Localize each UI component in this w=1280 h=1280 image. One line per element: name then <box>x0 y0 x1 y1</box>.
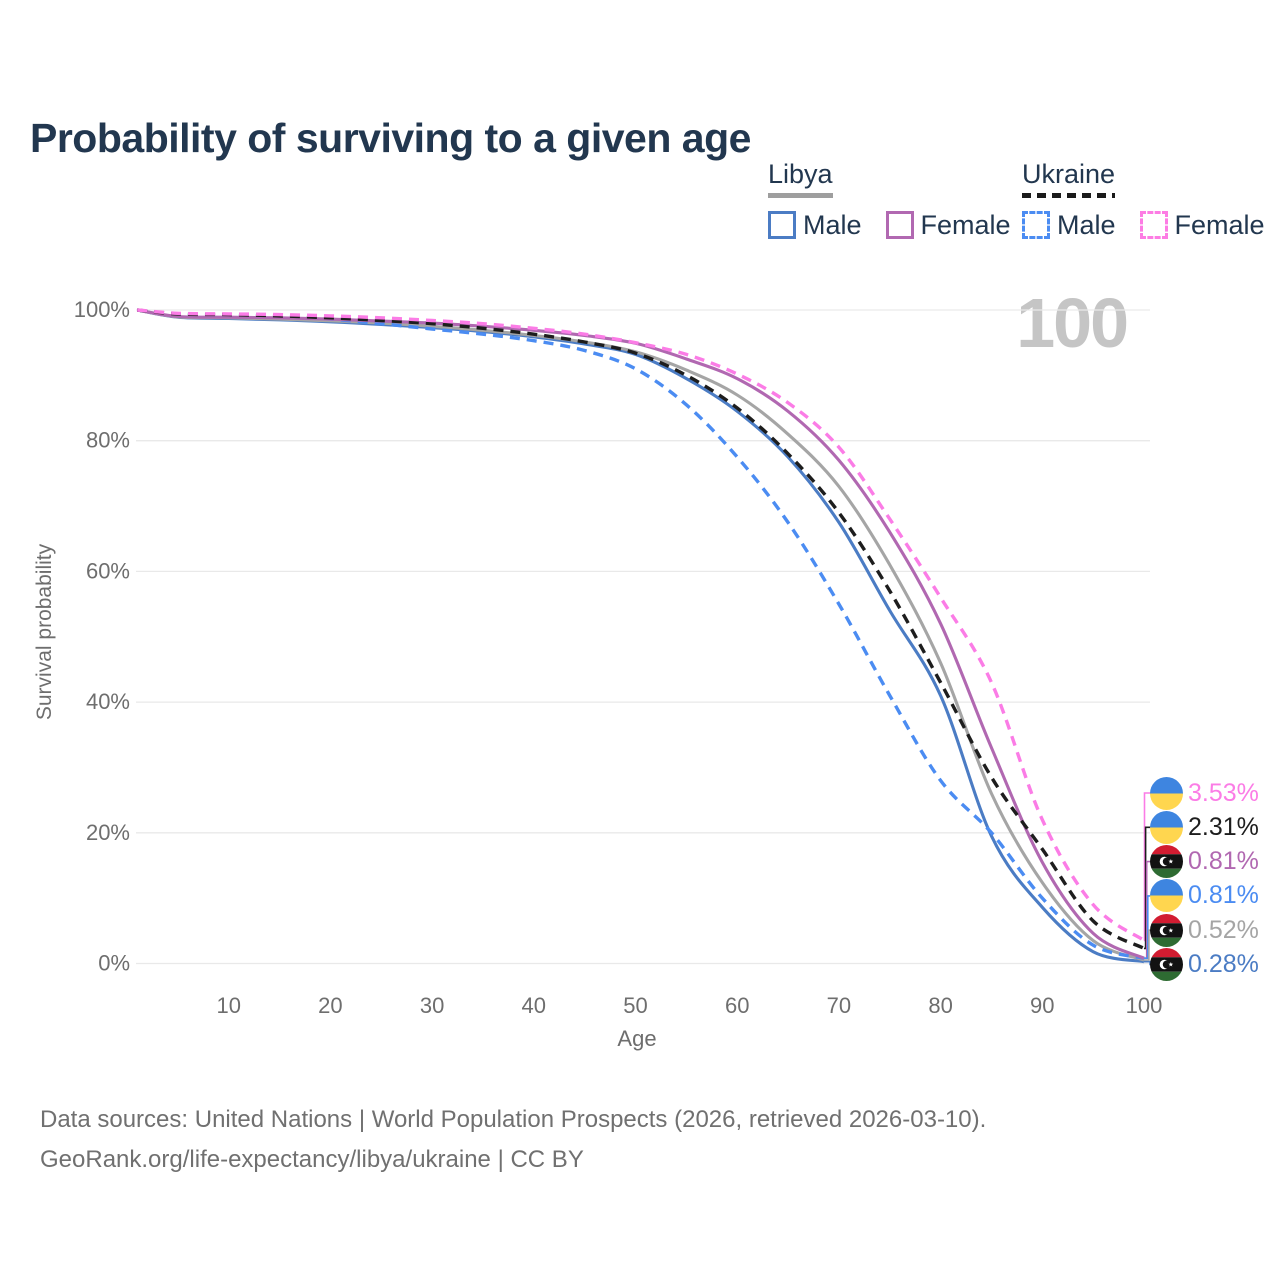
libya-male-checkbox[interactable] <box>768 211 796 240</box>
legend-item-libya-female[interactable]: Female <box>885 209 1011 241</box>
x-tick-label: 50 <box>623 993 647 1018</box>
y-tick-label: 0% <box>98 951 130 976</box>
end-label-connectors <box>1143 792 1151 966</box>
x-tick-label: 40 <box>522 993 546 1018</box>
footer-sources: Data sources: United Nations | World Pop… <box>40 1106 987 1133</box>
legend: Libya Male Female Ukraine <box>0 159 1280 250</box>
x-tick-label: 60 <box>725 993 749 1018</box>
x-tick-label: 80 <box>928 993 952 1018</box>
footer-attribution: GeoRank.org/life-expectancy/libya/ukrain… <box>40 1146 584 1173</box>
x-tick-label: 30 <box>420 993 444 1018</box>
x-axis-title: Age <box>617 1026 657 1051</box>
legend-item-label: Female <box>920 209 1011 240</box>
legend-group-title-ukraine: Ukraine <box>1022 159 1116 189</box>
x-tick-label: 70 <box>827 993 851 1018</box>
legend-item-ukraine-female[interactable]: Female <box>1139 209 1265 241</box>
y-tick-label: 80% <box>86 428 130 453</box>
x-tick-label: 90 <box>1030 993 1054 1018</box>
curve-ukraine <box>137 308 1145 950</box>
legend-group-title-libya: Libya <box>768 159 833 189</box>
legend-item-label: Female <box>1174 209 1265 240</box>
curve-libya-male <box>136 308 1145 964</box>
legend-item-ukraine-male[interactable]: Male <box>1022 210 1116 241</box>
y-tick-label: 60% <box>86 558 130 583</box>
x-tick-label: 10 <box>216 993 240 1018</box>
y-tick-label: 20% <box>86 820 130 845</box>
libya-line-sample <box>768 192 833 198</box>
curve-ukraine-female <box>137 308 1145 942</box>
legend-item-label: Male <box>1057 209 1116 240</box>
age-counter-watermark: 100 <box>1016 284 1129 362</box>
curve-libya-female <box>136 308 1145 960</box>
connector <box>1144 929 1151 961</box>
connector <box>1144 826 1151 950</box>
legend-group-libya: Libya Male Female <box>768 159 1011 241</box>
x-tick-label: 100 <box>1126 993 1163 1018</box>
legend-group-ukraine: Ukraine Male Female <box>1022 159 1265 241</box>
ukraine-female-checkbox[interactable] <box>1139 211 1168 240</box>
legend-item-libya-male[interactable]: Male <box>768 210 862 241</box>
curve-libya <box>136 308 1145 962</box>
ukraine-line-sample <box>1022 192 1116 198</box>
y-tick-label: 100% <box>74 297 130 322</box>
libya-female-checkbox[interactable] <box>885 211 914 240</box>
connector <box>1143 792 1151 942</box>
curve-ukraine-male <box>136 308 1145 960</box>
ukraine-male-checkbox[interactable] <box>1022 211 1050 240</box>
page-title: Probability of surviving to a given age <box>30 115 751 162</box>
x-tick-label: 20 <box>318 993 342 1018</box>
connector <box>1144 895 1151 959</box>
gridlines: 0% 20% 40% 60% 80% 100% <box>74 297 1150 976</box>
y-tick-label: 40% <box>86 689 130 714</box>
curves <box>136 308 1145 964</box>
legend-item-label: Male <box>803 209 862 240</box>
